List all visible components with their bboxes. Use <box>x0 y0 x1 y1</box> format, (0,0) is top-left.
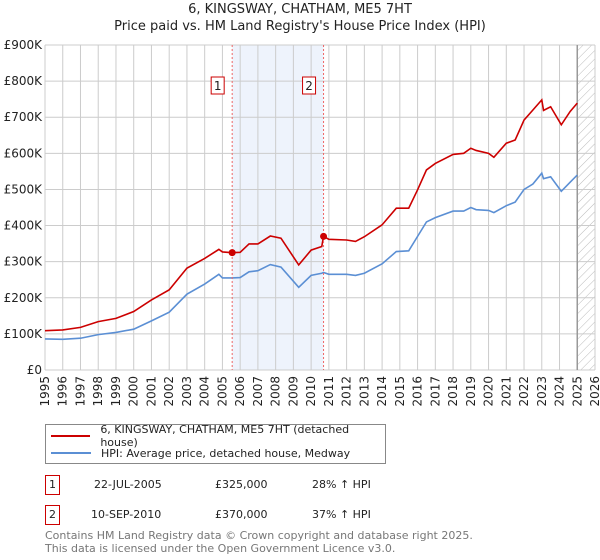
sale-point <box>228 249 236 257</box>
y-tick-label: £0 <box>27 363 42 377</box>
sale-label-box <box>302 76 317 95</box>
x-tick-label: 2026 <box>588 376 600 407</box>
x-tick-label: 2003 <box>180 376 194 407</box>
x-tick-label: 2013 <box>357 376 371 407</box>
x-tick-label: 2025 <box>570 376 584 407</box>
sale-row: 2 10-SEP-2010 £370,000 37% ↑ HPI <box>45 505 445 525</box>
x-tick-label: 2018 <box>446 376 460 407</box>
x-tick-label: 2022 <box>517 376 531 407</box>
x-tick-label: 2002 <box>162 376 176 407</box>
hpi-line <box>44 171 578 341</box>
sale-hpi: 37% ↑ HPI <box>312 508 371 521</box>
sale-marker: 2 <box>45 505 60 525</box>
x-tick-label: 2012 <box>340 376 354 407</box>
chart-subtitle: Price paid vs. HM Land Registry's House … <box>114 19 486 34</box>
sale-price: £325,000 <box>215 478 268 491</box>
chart-title: 6, KINGSWAY, CHATHAM, ME5 7HT <box>188 2 412 17</box>
legend-swatch-red <box>51 435 91 437</box>
y-tick-label: £200K <box>4 291 44 305</box>
footer-line: Contains HM Land Registry data © Crown c… <box>45 529 473 542</box>
x-tick-label: 2017 <box>428 376 442 407</box>
x-tick-label: 2016 <box>411 376 425 407</box>
y-tick-label: £900K <box>4 38 44 52</box>
y-tick-label: £800K <box>4 74 44 88</box>
legend-swatch-blue <box>51 452 91 454</box>
x-tick-label: 2011 <box>322 376 336 407</box>
x-tick-label: 2014 <box>375 376 389 407</box>
x-tick-label: 2008 <box>269 376 283 407</box>
x-tick-label: 1995 <box>38 376 52 407</box>
sale-marker: 1 <box>45 475 60 495</box>
y-tick-label: £600K <box>4 146 44 160</box>
x-tick-label: 2010 <box>304 376 318 407</box>
footer-line: This data is licensed under the Open Gov… <box>45 542 396 555</box>
legend-label: 6, KINGSWAY, CHATHAM, ME5 7HT (detached … <box>100 423 350 449</box>
legend-item-hpi: HPI: Average price, detached house, Medw… <box>46 445 350 461</box>
x-tick-label: 2006 <box>233 376 247 407</box>
x-tick-label: 2004 <box>198 376 212 407</box>
sale-price: £370,000 <box>215 508 268 521</box>
x-tick-label: 1999 <box>109 376 123 407</box>
sale-hpi: 28% ↑ HPI <box>312 478 371 491</box>
sale-label: 1 <box>214 79 222 93</box>
y-tick-label: £300K <box>4 255 44 269</box>
y-tick-label: £700K <box>4 110 44 124</box>
sale-point <box>320 232 328 240</box>
x-tick-label: 2023 <box>535 376 549 407</box>
x-tick-label: 2005 <box>215 376 229 407</box>
y-tick-label: £500K <box>4 182 44 196</box>
x-tick-label: 2000 <box>127 376 141 407</box>
legend-label: HPI: Average price, detached house, Medw… <box>101 446 351 460</box>
property-price-line <box>44 98 578 332</box>
sale-label-box <box>210 76 225 95</box>
sale-label: 2 <box>305 79 313 93</box>
x-tick-label: 1996 <box>56 376 70 407</box>
x-tick-label: 1997 <box>73 376 87 407</box>
x-tick-label: 2007 <box>251 376 265 407</box>
x-tick-label: 2019 <box>464 376 478 407</box>
legend-item-property: 6, KINGSWAY, CHATHAM, ME5 7HT (detached … <box>46 423 385 449</box>
x-tick-label: 2001 <box>144 376 158 407</box>
sale-date: 22-JUL-2005 <box>94 478 162 491</box>
plot-area: 1995 1996 1997 1998 1999 2000 2001 2002 2003 2004… <box>4 38 600 407</box>
x-tick-label: 2009 <box>286 376 300 407</box>
legend: 6, KINGSWAY, CHATHAM, ME5 7HT (detached … <box>45 423 386 464</box>
x-tick-label: 1998 <box>91 376 105 407</box>
sale-row: 1 22-JUL-2005 £325,000 28% ↑ HPI <box>45 475 445 495</box>
y-tick-label: £400K <box>4 219 44 233</box>
y-tick-label: £100K <box>4 327 44 341</box>
x-tick-label: 2021 <box>499 376 513 407</box>
forecast-hatch <box>577 45 595 370</box>
x-tick-label: 2024 <box>553 376 567 407</box>
x-tick-label: 2020 <box>482 376 496 407</box>
sale-period-shade <box>232 45 324 370</box>
sale-date: 10-SEP-2010 <box>91 508 162 521</box>
x-tick-label: 2015 <box>393 376 407 407</box>
